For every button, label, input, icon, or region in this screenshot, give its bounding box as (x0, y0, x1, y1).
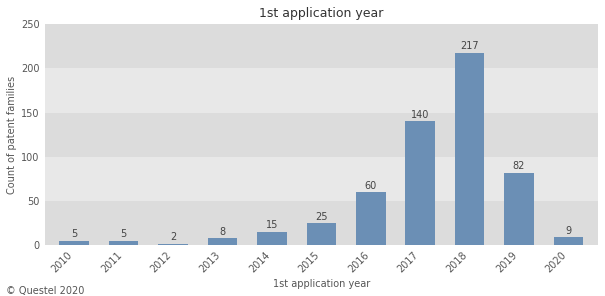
Text: 2: 2 (170, 232, 176, 242)
Bar (405, 121, 435, 245)
Bar (504, 173, 534, 245)
Text: 25: 25 (315, 212, 327, 221)
Bar (257, 232, 287, 245)
Bar (45, 112, 598, 157)
Text: 15: 15 (266, 221, 278, 230)
Text: 217: 217 (460, 41, 479, 52)
Bar (45, 157, 598, 201)
Text: 60: 60 (365, 181, 377, 191)
Bar (356, 192, 385, 245)
Bar (455, 53, 485, 245)
Bar (109, 241, 139, 245)
Text: 5: 5 (71, 229, 77, 239)
Bar (159, 244, 188, 245)
Title: 1st application year: 1st application year (259, 7, 384, 20)
Y-axis label: Count of patent families: Count of patent families (7, 75, 17, 194)
Bar (208, 238, 237, 245)
Text: 9: 9 (565, 226, 572, 236)
Text: 140: 140 (411, 110, 430, 120)
Bar (59, 241, 89, 245)
Bar (554, 237, 583, 245)
Text: 5: 5 (120, 229, 127, 239)
X-axis label: 1st application year: 1st application year (273, 279, 370, 289)
Bar (45, 24, 598, 68)
Text: 82: 82 (513, 161, 525, 171)
Text: © Questel 2020: © Questel 2020 (6, 286, 85, 296)
Bar (307, 223, 336, 245)
Bar (45, 201, 598, 245)
Text: 8: 8 (220, 227, 226, 237)
Bar (45, 68, 598, 112)
